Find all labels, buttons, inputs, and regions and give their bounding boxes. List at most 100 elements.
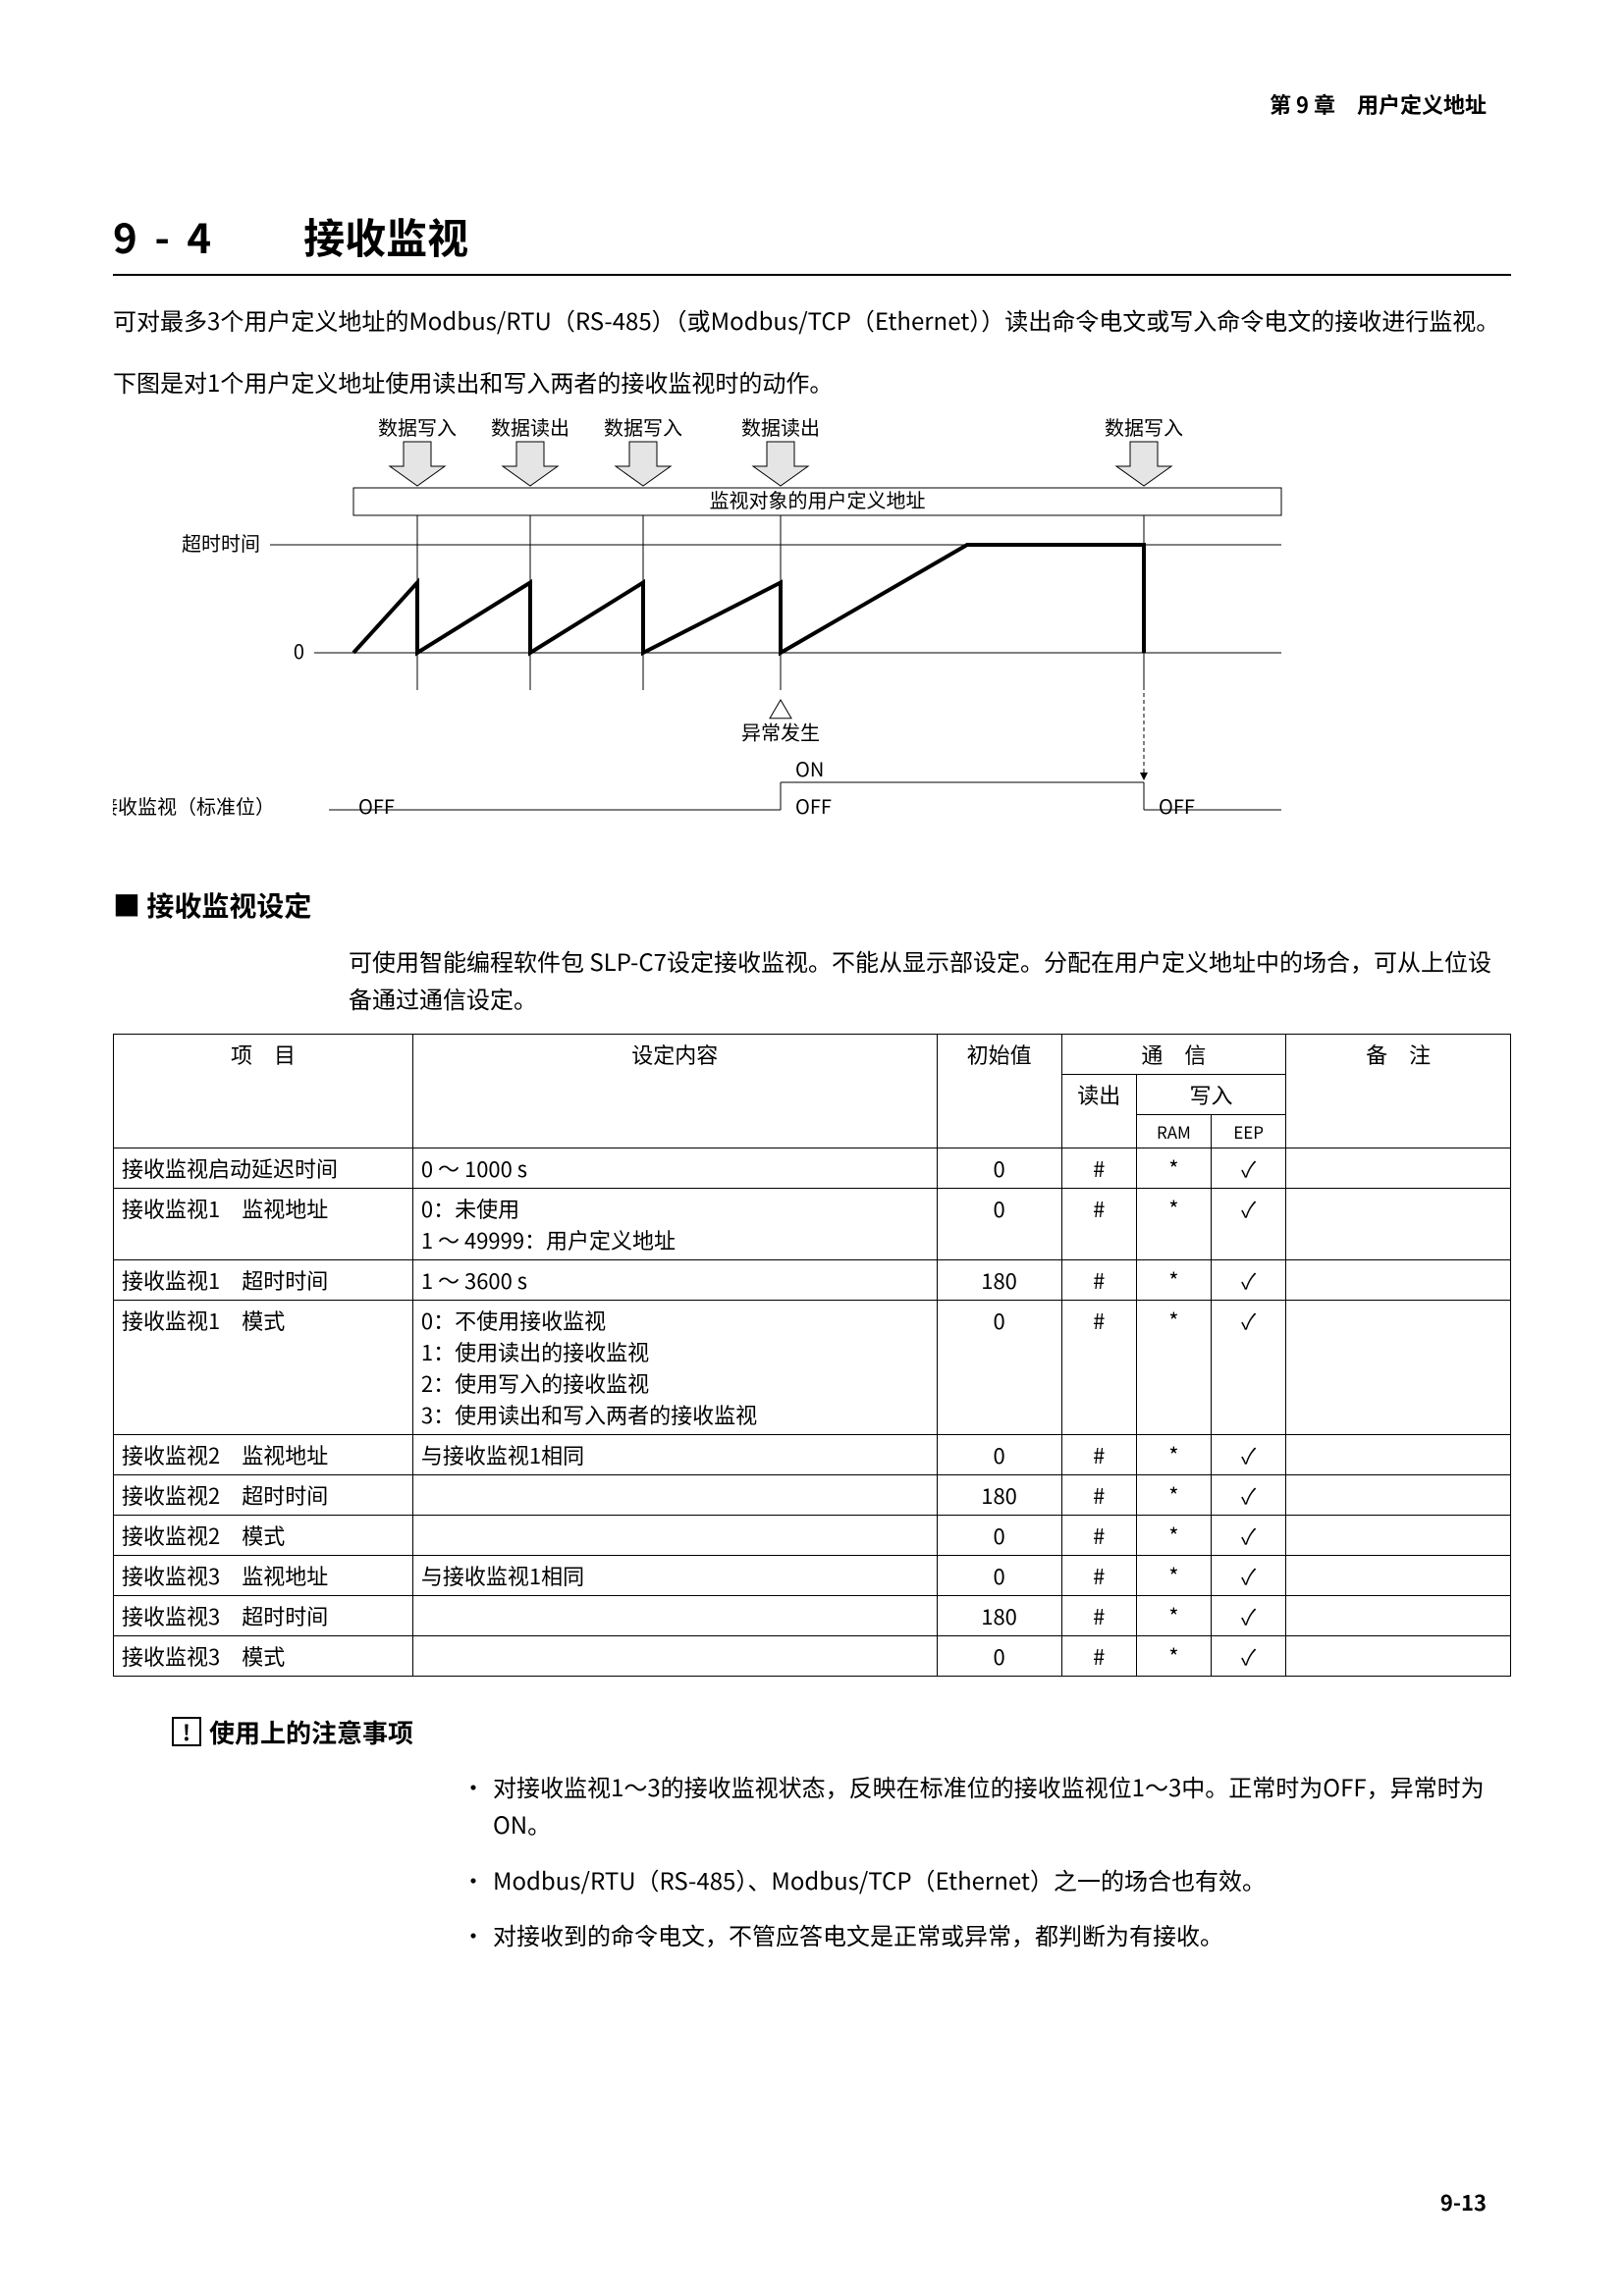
table-row: 接收监视2 监视地址与接收监视1相同0#*✓ (114, 1434, 1511, 1474)
table-cell (1286, 1515, 1511, 1555)
subpara-settings: 可使用智能编程软件包 SLP-C7设定接收监视。不能从显示部设定。分配在用户定义… (349, 942, 1511, 1015)
table-cell: * (1136, 1635, 1211, 1676)
bullet-item: ・Modbus/RTU（RS-485）、Modbus/TCP（Ethernet）… (461, 1861, 1511, 1898)
table-cell: ✓ (1212, 1515, 1286, 1555)
table-row: 接收监视2 超时时间 180#*✓ (114, 1474, 1511, 1515)
table-cell: ✓ (1212, 1188, 1286, 1259)
table-cell: * (1136, 1434, 1211, 1474)
table-cell: ✓ (1212, 1434, 1286, 1474)
table-cell: 0 (937, 1635, 1061, 1676)
table-cell: # (1061, 1259, 1136, 1300)
warning-icon: ! (172, 1717, 201, 1746)
table-cell: 接收监视3 模式 (114, 1635, 413, 1676)
svg-text:监视对象的用户定义地址: 监视对象的用户定义地址 (710, 485, 926, 513)
table-cell: ✓ (1212, 1474, 1286, 1515)
th-comm: 通 信 (1061, 1034, 1286, 1074)
svg-text:数据读出: 数据读出 (491, 417, 569, 441)
table-cell: # (1061, 1515, 1136, 1555)
svg-text:OFF: OFF (795, 791, 832, 820)
table-cell: * (1136, 1515, 1211, 1555)
table-row: 接收监视3 模式 0#*✓ (114, 1635, 1511, 1676)
table-cell: # (1061, 1434, 1136, 1474)
bullet-item: ・对接收监视1～3的接收监视状态，反映在标准位的接收监视位1～3中。正常时为OF… (461, 1768, 1511, 1843)
chapter-header: 第 9 章 用户定义地址 (1270, 88, 1487, 120)
table-cell: # (1061, 1300, 1136, 1434)
table-cell: ✓ (1212, 1595, 1286, 1635)
svg-text:异常发生: 异常发生 (741, 718, 820, 746)
table-cell: ✓ (1212, 1259, 1286, 1300)
table-cell (412, 1474, 937, 1515)
table-cell: # (1061, 1188, 1136, 1259)
paragraph-intro: 可对最多3个用户定义地址的Modbus/RTU（RS-485）（或Modbus/… (113, 301, 1511, 338)
table-cell: # (1061, 1555, 1136, 1595)
table-row: 接收监视1 模式0：不使用接收监视1：使用读出的接收监视2：使用写入的接收监视3… (114, 1300, 1511, 1434)
table-cell: * (1136, 1595, 1211, 1635)
table-row: 接收监视启动延迟时间0 ～ 1000 s0#*✓ (114, 1148, 1511, 1188)
bullet-text: Modbus/RTU（RS-485）、Modbus/TCP（Ethernet）之… (493, 1861, 1266, 1898)
timing-diagram: 监视对象的用户定义地址数据写入数据读出数据写入数据读出数据写入超时时间0异常发生… (113, 417, 1511, 834)
table-cell: ✓ (1212, 1300, 1286, 1434)
table-cell: 0 (937, 1555, 1061, 1595)
table-cell: * (1136, 1474, 1211, 1515)
settings-table: 项 目 设定内容 初始值 通 信 备 注 读出 写入 RAM EEP 接收监视启… (113, 1034, 1511, 1677)
bullet-text: 对接收监视1～3的接收监视状态，反映在标准位的接收监视位1～3中。正常时为OFF… (493, 1768, 1511, 1843)
warning-bullets: ・对接收监视1～3的接收监视状态，反映在标准位的接收监视位1～3中。正常时为OF… (461, 1768, 1511, 1954)
table-cell: * (1136, 1148, 1211, 1188)
table-cell (1286, 1434, 1511, 1474)
table-cell: * (1136, 1188, 1211, 1259)
table-cell: # (1061, 1635, 1136, 1676)
table-cell: 0 ～ 1000 s (412, 1148, 937, 1188)
svg-text:数据写入: 数据写入 (604, 417, 682, 441)
section-title: 接收监视 (303, 206, 468, 266)
bullet-item: ・对接收到的命令电文，不管应答电文是正常或异常，都判断为有接收。 (461, 1916, 1511, 1953)
table-row: 接收监视3 超时时间180#*✓ (114, 1595, 1511, 1635)
section-heading: 9 - 4 接收监视 (113, 206, 1511, 276)
table-cell: 0 (937, 1300, 1061, 1434)
paragraph-diagram-intro: 下图是对1个用户定义地址使用读出和写入两者的接收监视时的动作。 (113, 363, 1511, 400)
bullet-dot: ・ (461, 1768, 485, 1843)
table-cell (1286, 1474, 1511, 1515)
th-item: 项 目 (114, 1034, 413, 1148)
table-cell: # (1061, 1474, 1136, 1515)
table-cell (1286, 1555, 1511, 1595)
table-cell: 与接收监视1相同 (412, 1555, 937, 1595)
table-cell: * (1136, 1259, 1211, 1300)
table-cell: * (1136, 1300, 1211, 1434)
table-cell: 接收监视2 超时时间 (114, 1474, 413, 1515)
svg-text:OFF: OFF (358, 791, 395, 820)
th-eep: EEP (1212, 1114, 1286, 1148)
table-cell: 1 ～ 3600 s (412, 1259, 937, 1300)
table-cell: ✓ (1212, 1635, 1286, 1676)
table-cell: 接收监视1 模式 (114, 1300, 413, 1434)
table-cell: 0：不使用接收监视1：使用读出的接收监视2：使用写入的接收监视3：使用读出和写入… (412, 1300, 937, 1434)
subheading-settings: ■ 接收监视设定 (113, 885, 1511, 925)
table-cell: 180 (937, 1259, 1061, 1300)
section-number: 9 - 4 (113, 206, 215, 266)
table-cell (412, 1635, 937, 1676)
svg-text:数据写入: 数据写入 (1105, 417, 1183, 441)
page-number: 9-13 (1440, 2186, 1487, 2217)
table-cell: * (1136, 1555, 1211, 1595)
table-cell: 180 (937, 1595, 1061, 1635)
warning-heading-text: 使用上的注意事项 (209, 1714, 413, 1750)
th-note: 备 注 (1286, 1034, 1511, 1148)
table-cell (1286, 1188, 1511, 1259)
table-cell: 接收监视1 超时时间 (114, 1259, 413, 1300)
table-cell (412, 1595, 937, 1635)
svg-text:数据写入: 数据写入 (378, 417, 457, 441)
table-cell: 180 (937, 1474, 1061, 1515)
table-row: 接收监视1 超时时间1 ～ 3600 s180#*✓ (114, 1259, 1511, 1300)
bullet-text: 对接收到的命令电文，不管应答电文是正常或异常，都判断为有接收。 (493, 1916, 1223, 1953)
table-cell (1286, 1259, 1511, 1300)
bullet-dot: ・ (461, 1861, 485, 1898)
table-cell: 接收监视启动延迟时间 (114, 1148, 413, 1188)
th-write: 写入 (1136, 1074, 1285, 1114)
svg-text:超时时间: 超时时间 (182, 528, 260, 557)
table-cell (412, 1515, 937, 1555)
table-cell (1286, 1595, 1511, 1635)
table-row: 接收监视1 监视地址0：未使用1 ～ 49999：用户定义地址0#*✓ (114, 1188, 1511, 1259)
table-cell: 接收监视2 模式 (114, 1515, 413, 1555)
table-cell (1286, 1635, 1511, 1676)
table-cell: 接收监视1 监视地址 (114, 1188, 413, 1259)
table-cell: 0 (937, 1188, 1061, 1259)
